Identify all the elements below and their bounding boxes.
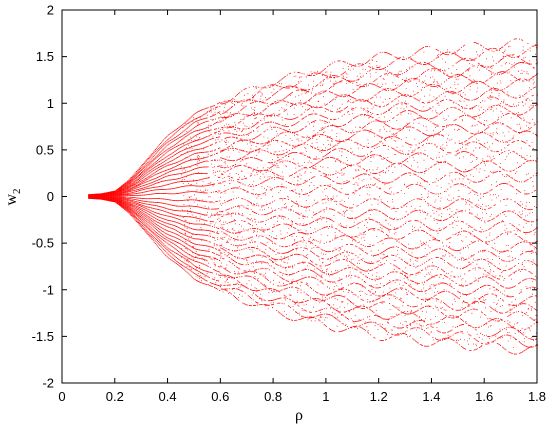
x-tick-label: 0.8	[264, 389, 282, 404]
y-axis-label: w2	[3, 188, 23, 205]
y-tick-label: 0	[47, 189, 54, 204]
y-axis-label-subscript: 2	[11, 188, 23, 194]
x-tick-label: 0.4	[159, 389, 177, 404]
y-axis-label-main: w	[3, 194, 20, 206]
y-tick-label: 1	[47, 96, 54, 111]
x-tick-label: 1.2	[370, 389, 388, 404]
axes	[61, 9, 538, 384]
tick-labels: 0 0.2 0.4 0.6 0.8 1 1.2 1.4 1.6 1.8 2 1.5 1 0.5 0 -0.5 -…	[32, 3, 546, 405]
y-tick-label: 2	[47, 3, 54, 18]
y-tick-label: 0.5	[36, 142, 54, 157]
x-tick-label: 0.2	[106, 389, 124, 404]
x-tick-label: 1.4	[422, 389, 440, 404]
y-tick-label: -2	[42, 376, 54, 391]
scatter-points	[180, 44, 538, 349]
x-tick-label: 0	[58, 389, 65, 404]
x-axis-label: ρ	[295, 407, 303, 424]
y-tick-label: -1.5	[32, 329, 54, 344]
x-tick-label: 1.6	[475, 389, 493, 404]
y-tick-label: -0.5	[32, 236, 54, 251]
y-tick-label: 1.5	[36, 49, 54, 64]
data-points-layer	[88, 38, 538, 355]
branch-series	[88, 38, 537, 196]
x-tick-label: 0.6	[211, 389, 229, 404]
x-tick-label: 1.8	[528, 389, 546, 404]
y-tick-label: -1	[42, 282, 54, 297]
x-tick-label: 1	[322, 389, 329, 404]
